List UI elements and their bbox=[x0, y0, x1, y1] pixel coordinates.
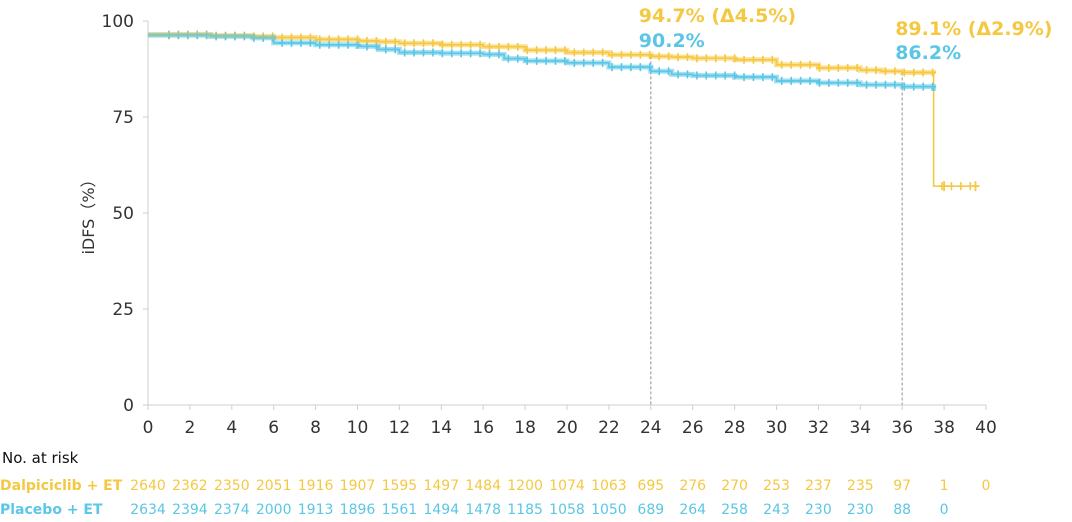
annotation-label: 94.7% (Δ4.5%) bbox=[639, 5, 796, 27]
risk-value: 695 bbox=[637, 478, 665, 494]
x-tick-label: 22 bbox=[598, 418, 620, 438]
risk-value: 2394 bbox=[172, 502, 208, 518]
risk-value: 1497 bbox=[423, 478, 460, 494]
risk-value: 2362 bbox=[172, 478, 208, 494]
x-tick-label: 32 bbox=[808, 418, 830, 438]
censor-mark bbox=[947, 182, 955, 191]
censor-density-band bbox=[148, 32, 937, 91]
risk-value: 2374 bbox=[213, 502, 250, 518]
y-axis-title: iDFS（%） bbox=[79, 171, 98, 254]
annotation-label: 90.2% bbox=[639, 30, 705, 52]
risk-value: 258 bbox=[721, 502, 748, 518]
x-tick-label: 18 bbox=[514, 418, 536, 438]
risk-value: 243 bbox=[763, 502, 790, 518]
risk-value: 2634 bbox=[130, 502, 166, 518]
x-tick-label: 4 bbox=[226, 418, 237, 438]
risk-value: 1063 bbox=[591, 478, 627, 494]
risk-value: 1913 bbox=[297, 502, 334, 518]
x-tick-label: 14 bbox=[430, 418, 452, 438]
x-tick-label: 12 bbox=[389, 418, 411, 438]
risk-value: 1 bbox=[939, 478, 949, 494]
risk-value: 1595 bbox=[381, 478, 418, 494]
risk-value: 1494 bbox=[423, 502, 460, 518]
x-tick-label: 20 bbox=[556, 418, 578, 438]
risk-value: 0 bbox=[981, 478, 991, 494]
risk-value: 1058 bbox=[549, 502, 585, 518]
reference-lines bbox=[650, 56, 903, 405]
censor-density-band bbox=[148, 31, 937, 75]
x-tick-label: 28 bbox=[724, 418, 746, 438]
risk-value: 1185 bbox=[507, 502, 543, 518]
risk-value: 2350 bbox=[213, 478, 250, 494]
risk-value: 270 bbox=[721, 478, 748, 494]
risk-value: 88 bbox=[893, 502, 912, 518]
x-tick-label: 10 bbox=[347, 418, 369, 438]
x-tick-label: 24 bbox=[640, 418, 662, 438]
axes: 0 2 4 6 8 10 12 14 16 18 20 22 24 26 28 30 32 34 36 38 40025… bbox=[79, 12, 997, 438]
risk-value: 1200 bbox=[507, 478, 543, 494]
x-tick-label: 38 bbox=[933, 418, 955, 438]
censor-mark bbox=[971, 181, 980, 192]
risk-row-placebo-et: Placebo + ET 2634 2394 2374 2000 1913 1896 1561… bbox=[0, 502, 1072, 522]
x-tick-label: 6 bbox=[268, 418, 279, 438]
risk-value: 1484 bbox=[465, 478, 502, 494]
survival-curve bbox=[148, 33, 976, 187]
risk-value: 1561 bbox=[381, 502, 418, 518]
risk-value: 689 bbox=[637, 502, 665, 518]
risk-value: 2000 bbox=[255, 502, 292, 518]
annotations: 94.7% (Δ4.5%) 90.2% 89.1% (Δ2.9%)86.2% bbox=[639, 5, 1053, 64]
y-tick-label: 100 bbox=[102, 12, 134, 32]
x-tick-label: 16 bbox=[472, 418, 494, 438]
risk-value: 230 bbox=[846, 502, 874, 518]
x-tick-label: 2 bbox=[184, 418, 195, 438]
risk-row-label: Placebo + ET bbox=[0, 502, 103, 518]
x-tick-label: 0 bbox=[143, 418, 154, 438]
annotation-label: 86.2% bbox=[895, 42, 961, 64]
risk-table-title: No. at risk bbox=[2, 449, 79, 467]
risk-value: 253 bbox=[763, 478, 790, 494]
risk-value: 97 bbox=[893, 478, 912, 494]
x-tick-label: 36 bbox=[891, 418, 913, 438]
risk-value: 264 bbox=[679, 502, 707, 518]
series-dalpiciclib-et bbox=[148, 30, 976, 191]
risk-row-dalpiciclib-et: Dalpiciclib + ET 2640 2362 2350 2051 1916 1907… bbox=[0, 478, 1072, 498]
risk-value: 276 bbox=[679, 478, 707, 494]
risk-value: 1916 bbox=[297, 478, 334, 494]
risk-value: 235 bbox=[846, 478, 874, 494]
km-chart: 0 2 4 6 8 10 12 14 16 18 20 22 24 26 28 30 32 34 36 38 40025… bbox=[79, 5, 1053, 438]
risk-value: 1050 bbox=[591, 502, 627, 518]
risk-value: 2051 bbox=[255, 478, 292, 494]
x-tick-label: 30 bbox=[766, 418, 788, 438]
y-tick-label: 50 bbox=[112, 204, 134, 224]
x-tick-label: 40 bbox=[975, 418, 997, 438]
risk-value: 1074 bbox=[549, 478, 585, 494]
y-tick-label: 0 bbox=[123, 396, 134, 416]
risk-row-label: Dalpiciclib + ET bbox=[0, 478, 123, 494]
risk-value: 2640 bbox=[130, 478, 166, 494]
x-tick-label: 26 bbox=[682, 418, 704, 438]
censor-mark bbox=[957, 182, 965, 191]
risk-value: 1478 bbox=[465, 502, 502, 518]
risk-value: 237 bbox=[805, 478, 832, 494]
risk-value: 1896 bbox=[339, 502, 376, 518]
risk-value: 0 bbox=[939, 502, 949, 518]
y-tick-label: 75 bbox=[112, 108, 134, 128]
x-tick-label: 34 bbox=[849, 418, 871, 438]
risk-value: 230 bbox=[805, 502, 832, 518]
censor-mark bbox=[940, 181, 949, 192]
annotation-label: 89.1% (Δ2.9%) bbox=[895, 18, 1052, 40]
risk-value: 1907 bbox=[339, 478, 376, 494]
y-tick-label: 25 bbox=[112, 300, 134, 320]
survival-curves bbox=[148, 30, 980, 192]
x-tick-label: 8 bbox=[310, 418, 321, 438]
